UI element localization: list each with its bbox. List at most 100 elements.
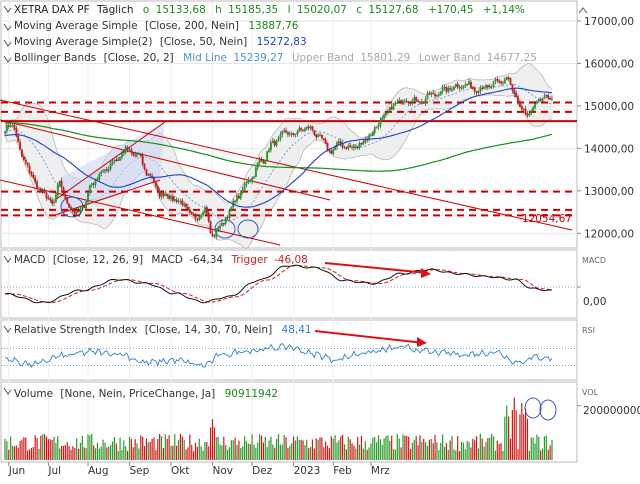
candle-body — [409, 102, 412, 104]
candle-body — [520, 105, 523, 110]
candle-body — [34, 177, 37, 183]
volume-bar — [251, 434, 253, 460]
volume-bar — [225, 444, 227, 460]
candle-body — [32, 174, 35, 178]
candle-body — [488, 86, 491, 88]
volume-bar — [110, 445, 112, 460]
volume-bar — [19, 440, 21, 460]
volume-bar — [466, 441, 468, 460]
volume-bar — [309, 446, 312, 460]
volume-bar — [36, 437, 38, 460]
volume-bar — [232, 440, 234, 460]
volume-bar — [285, 437, 287, 460]
volume-bar — [400, 447, 402, 460]
volume-bar — [164, 434, 166, 460]
volume-bar — [51, 439, 53, 460]
scroll-up-icon[interactable] — [578, 7, 588, 14]
volume-bar — [445, 443, 447, 460]
volume-value: 90911942 — [225, 388, 278, 400]
volume-bar — [449, 440, 451, 460]
volume-bar — [151, 438, 153, 460]
candle-body — [547, 95, 550, 99]
y-tick-label: 17000,00 — [584, 16, 634, 28]
volume-bar — [381, 444, 383, 460]
candle-body — [87, 191, 89, 203]
volume-bar — [317, 439, 319, 460]
volume-bar — [538, 436, 540, 460]
candle-body — [337, 140, 340, 144]
volume-bar — [223, 436, 225, 460]
volume-bar — [268, 440, 270, 460]
volume-bar — [517, 449, 519, 460]
volume-bar — [287, 448, 289, 460]
open-value: 15133,68 — [156, 4, 206, 16]
volume-bar — [391, 435, 393, 460]
volume-bar — [366, 449, 368, 460]
candle-body — [153, 177, 155, 183]
volume-bar — [157, 438, 159, 460]
volume-bar — [28, 449, 31, 460]
macd-trigger-label: Trigger — [230, 254, 268, 266]
volume-bar — [281, 444, 283, 460]
rsi-arrow-head-icon — [417, 337, 427, 347]
candle-body — [166, 194, 169, 197]
volume-bar — [215, 436, 217, 460]
candle-body — [417, 100, 420, 103]
candle-body — [343, 146, 346, 149]
volume-bar — [23, 437, 25, 460]
volume-icon — [3, 387, 12, 395]
candle-body — [124, 146, 127, 153]
volume-bar — [242, 446, 244, 460]
volume-bar — [519, 414, 521, 460]
candle-body — [228, 210, 231, 219]
volume-bar — [545, 435, 547, 460]
candle-body — [185, 203, 188, 208]
candle-body — [154, 182, 157, 187]
volume-bar — [530, 437, 532, 460]
volume-bar — [398, 438, 400, 460]
candle-body — [156, 186, 159, 192]
candle-body — [11, 124, 14, 127]
volume-bar — [292, 436, 295, 460]
volume-bar — [515, 410, 517, 460]
volume-bar — [234, 437, 236, 460]
candle-body — [19, 141, 22, 150]
macd-layer — [1, 262, 581, 304]
volume-bar — [10, 436, 12, 460]
macd-zero-label: 0,00 — [583, 296, 606, 308]
candle-body — [407, 101, 410, 104]
volume-bar — [475, 436, 478, 460]
volume-bar — [134, 439, 136, 460]
volume-bar — [415, 436, 417, 460]
volume-bar — [130, 438, 132, 460]
candle-body — [273, 140, 276, 146]
candle-body — [356, 146, 359, 148]
volume-bar — [489, 437, 491, 460]
volume-bar — [385, 436, 387, 460]
volume-bar — [355, 448, 357, 460]
candle-body — [485, 85, 487, 88]
volume-bar — [68, 446, 70, 460]
volume-bar — [521, 403, 523, 460]
volume-bar — [404, 435, 406, 460]
volume-bar — [453, 449, 455, 460]
volume-bar — [121, 449, 123, 460]
volume-bar — [74, 447, 76, 460]
x-tick-label: Nov — [212, 465, 233, 477]
candle-body — [4, 131, 6, 134]
volume-bar — [294, 440, 297, 460]
volume-bar — [149, 441, 151, 460]
candle-body — [13, 124, 16, 130]
volume-bar — [59, 448, 61, 460]
candle-body — [90, 183, 93, 185]
volume-bar — [308, 448, 310, 460]
candle-body — [219, 225, 221, 229]
candle-body — [415, 97, 418, 102]
svg-text:Relative Strength Index: Relative Strength Index [Close, 14, 30, … — [14, 324, 312, 336]
candle-body — [373, 127, 376, 133]
volume-bar — [228, 447, 231, 460]
volume-bar — [260, 435, 263, 460]
candle-body — [202, 212, 205, 216]
candle-body — [447, 88, 450, 92]
